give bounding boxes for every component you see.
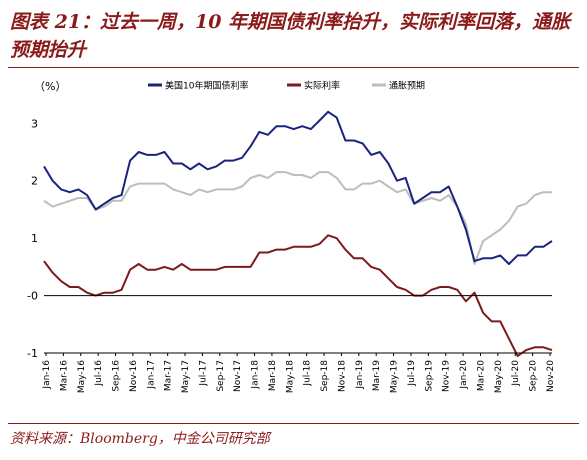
x-tick-label: Jan-20 <box>459 360 469 390</box>
y-tick-label: 2 <box>31 175 38 188</box>
x-tick-label: Sep-18 <box>320 360 330 392</box>
line-chart: 美国10年期国债利率 实际利率 通胀预期 （%） -1 -0 1 2 3 Jan-16 Mar… <box>27 80 556 394</box>
x-tick-label: Nov-19 <box>442 360 452 392</box>
chart-title: 图表 21：过去一周，10 年期国债利率抬升，实际利率回落，通胀预期抬升 <box>10 11 571 61</box>
series-line-0 <box>43 110 553 265</box>
x-tick-label: Mar-18 <box>268 360 278 391</box>
x-tick-label: Nov-18 <box>337 360 347 392</box>
x-axis: Jan-16 Mar-16 May-16 Jul-16 Sep-16 Nov-16 Jan-… <box>42 295 556 393</box>
x-tick-label: Jul-16 <box>94 360 104 387</box>
y-tick-label: 1 <box>31 232 38 245</box>
x-tick-label: May-16 <box>77 360 87 393</box>
x-tick-label: Jul-18 <box>303 360 313 387</box>
y-axis: -1 -0 1 2 3 <box>27 117 38 360</box>
x-tick-label: Sep-16 <box>112 360 122 392</box>
x-tick-label: Mar-16 <box>59 360 69 391</box>
x-tick-label: Jul-20 <box>511 360 521 387</box>
x-tick-label: Sep-17 <box>216 360 226 392</box>
legend-label: 实际利率 <box>304 80 340 92</box>
x-tick-label: Sep-19 <box>424 360 434 392</box>
legend-label: 通胀预期 <box>389 81 425 92</box>
x-tick-label: May-18 <box>285 360 295 393</box>
x-tick-label: Nov-20 <box>546 360 556 392</box>
title-divider <box>8 67 579 68</box>
x-tick-label: Nov-16 <box>129 360 139 392</box>
x-tick-label: Nov-17 <box>233 360 243 392</box>
y-tick-label: -0 <box>27 290 38 303</box>
x-tick-label: May-17 <box>181 360 191 393</box>
y-tick-label: 3 <box>31 117 38 130</box>
x-tick-label: Mar-19 <box>372 360 382 391</box>
plot-area <box>43 110 553 357</box>
series-line-2 <box>43 171 552 265</box>
x-tick-label: Jan-18 <box>251 360 261 390</box>
source-note: 资料来源：Bloomberg，中金公司研究部 <box>10 431 270 447</box>
y-tick-label: -1 <box>27 347 38 360</box>
y-axis-unit: （%） <box>34 80 66 93</box>
x-tick-label: May-20 <box>494 360 504 393</box>
x-tick-label: Sep-20 <box>529 360 539 392</box>
x-tick-label: Jan-17 <box>146 360 156 390</box>
x-tick-label: Jul-17 <box>198 360 208 387</box>
series-line-1 <box>43 234 553 357</box>
x-tick-label: Jan-19 <box>355 360 365 390</box>
x-tick-label: Mar-20 <box>476 360 486 391</box>
source-divider <box>8 423 579 424</box>
x-tick-label: Jul-19 <box>407 360 417 387</box>
legend-label: 美国10年期国债利率 <box>165 80 248 92</box>
chart-legend: 美国10年期国债利率 实际利率 通胀预期 <box>148 80 425 92</box>
x-tick-label: Jan-16 <box>42 360 52 390</box>
x-tick-label: Mar-17 <box>164 360 174 391</box>
x-tick-label: May-19 <box>390 360 400 393</box>
